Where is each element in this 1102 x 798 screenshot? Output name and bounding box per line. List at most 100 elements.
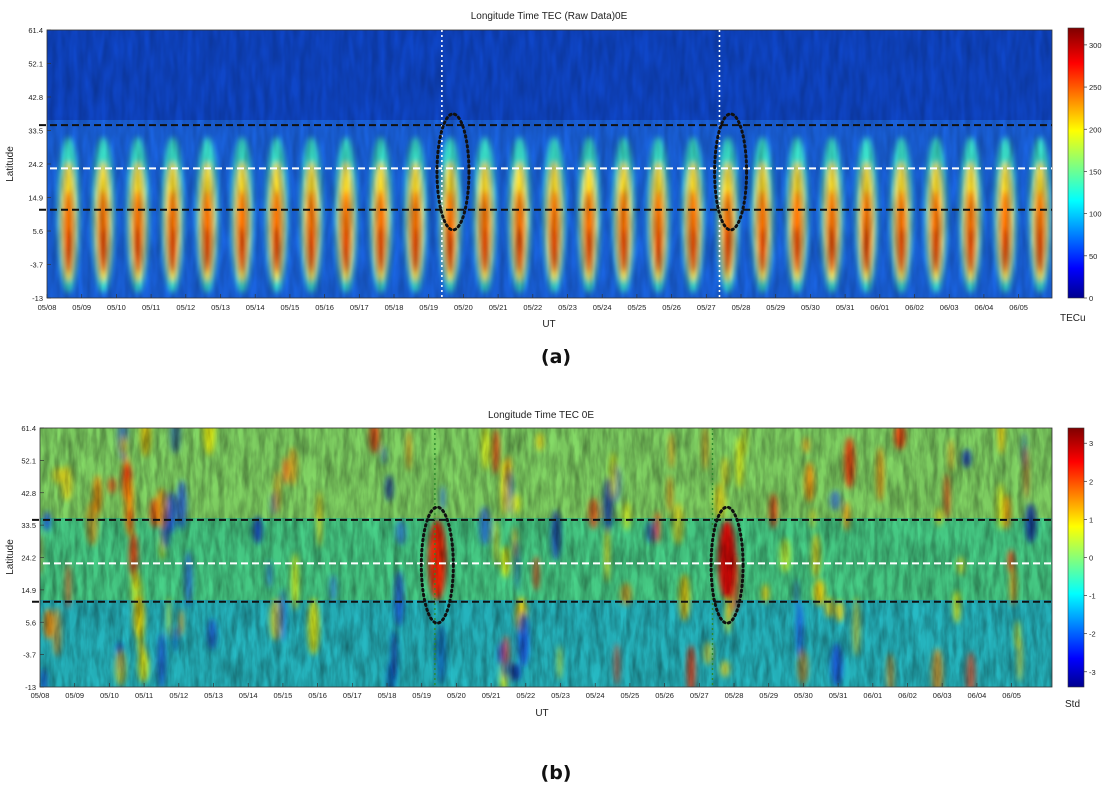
x-tick: 05/31 [829,683,848,700]
colorbar-tick-label: 3 [1089,439,1093,448]
colorbar-tick-label: 150 [1089,167,1102,176]
x-axis-ticks: 05/08 05/09 05/10 05/11 05/12 05/13 05/14 05/15… [31,683,1021,700]
x-tick-label: 05/21 [482,691,501,700]
x-tick: 05/20 [447,683,466,700]
y-tick: -13 [25,683,44,692]
y-axis-ticks: 61.4 52.1 42.8 33.5 24.2 14.9 5.6 -3.7 -13 [28,26,51,303]
chart-title: Longitude Time TEC (Raw Data)0E [471,11,628,22]
x-tick-label: 05/27 [690,691,709,700]
x-tick-label: 05/23 [551,691,570,700]
x-tick-label: 05/16 [308,691,327,700]
x-tick-label: 05/12 [176,303,195,312]
y-axis-ticks: 61.4 52.1 42.8 33.5 24.2 14.9 5.6 -3.7 -13 [21,424,44,692]
colorbar-ticks: 3 2 1 0 -1 -2 -3 [1084,439,1096,677]
x-tick-label: 06/01 [863,691,882,700]
x-tick-label: 05/12 [169,691,188,700]
x-tick-label: 05/25 [621,691,640,700]
x-tick-label: 06/03 [940,303,959,312]
anomaly-highlight-ellipse [709,505,745,625]
colorbar-tick: -2 [1084,630,1096,639]
y-tick: 24.2 [28,160,51,169]
colorbar-tick-label: 50 [1089,252,1097,261]
x-tick: 06/04 [975,294,994,312]
x-tick: 06/02 [898,683,917,700]
x-tick: 05/23 [558,294,577,312]
colorbar-tick: 300 [1084,41,1102,50]
x-tick: 05/29 [759,683,778,700]
x-tick: 05/20 [454,294,473,312]
x-tick-label: 05/31 [829,691,848,700]
x-tick: 05/11 [142,294,160,312]
x-tick-label: 05/17 [343,691,362,700]
colorbar-tick-label: -2 [1089,630,1096,639]
colorbar-tick: -1 [1084,592,1096,601]
y-tick-label: 24.2 [21,554,36,563]
x-tick-label: 05/23 [558,303,577,312]
x-tick: 05/08 [38,294,56,312]
x-tick-label: 05/30 [794,691,813,700]
panel-label: (b) [541,762,572,784]
x-tick-label: 05/27 [697,303,716,312]
x-tick: 05/26 [655,683,674,700]
overlay-lines [32,428,1052,687]
y-tick: 33.5 [28,127,51,136]
x-axis-label: UT [535,708,548,719]
y-tick-label: 52.1 [28,60,43,69]
x-tick-label: 06/02 [898,691,917,700]
x-tick-label: 05/24 [586,691,605,700]
x-tick-label: 05/16 [315,303,334,312]
colorbar-tick-label: -3 [1089,668,1096,677]
y-tick-label: 61.4 [28,26,43,35]
y-tick-label: -3.7 [23,651,36,660]
anomaly-highlight-ellipse [713,112,749,232]
anomaly-highlight-ellipse [419,505,455,625]
y-tick: 61.4 [28,26,51,35]
y-tick: 14.9 [21,586,44,595]
x-tick-label: 05/26 [662,303,681,312]
y-tick-label: 33.5 [21,521,36,530]
x-tick: 05/24 [593,294,612,312]
x-tick-label: 05/17 [350,303,369,312]
x-tick: 05/10 [100,683,119,700]
colorbar-tick-label: 250 [1089,83,1102,92]
y-tick: -13 [32,294,51,303]
colorbar-tick: 0 [1084,294,1093,303]
x-tick: 05/19 [412,683,431,700]
colorbar-tick: 3 [1084,439,1093,448]
x-tick-label: 05/10 [107,303,126,312]
x-tick: 05/08 [31,683,49,700]
x-tick-label: 05/09 [72,303,91,312]
colorbar: 0 50 100 150 200 250 300 TECu [1060,27,1102,324]
x-tick: 06/03 [933,683,952,700]
y-tick-label: 24.2 [28,160,43,169]
y-tick-label: 14.9 [21,586,36,595]
colorbar-tick: 1 [1084,515,1093,524]
x-tick: 05/26 [662,294,681,312]
x-tick-label: 06/04 [968,691,987,700]
y-tick-label: -13 [32,294,43,303]
x-tick: 05/29 [766,294,785,312]
y-tick: 5.6 [33,227,51,236]
x-tick: 05/15 [281,294,299,312]
colorbar-tick-label: 1 [1089,515,1093,524]
x-tick: 06/01 [870,294,889,312]
colorbar-gradient [1067,427,1085,688]
x-tick: 06/02 [905,294,924,312]
colorbar-tick-label: 300 [1089,41,1102,50]
x-tick: 05/12 [169,683,188,700]
x-tick: 05/31 [836,294,854,312]
y-tick-label: 5.6 [33,227,43,236]
x-tick-label: 05/15 [274,691,293,700]
x-tick-label: 06/03 [933,691,952,700]
x-tick-label: 06/04 [975,303,994,312]
x-tick-label: 06/05 [1002,691,1021,700]
x-tick: 05/11 [135,683,153,700]
y-tick-label: -13 [25,683,36,692]
colorbar-tick: -3 [1084,668,1096,677]
colorbar-tick: 50 [1084,252,1097,261]
x-tick-label: 05/19 [419,303,438,312]
colorbar-tick: 250 [1084,83,1102,92]
anomaly-highlight-ellipse [435,112,471,232]
x-tick-label: 05/09 [65,691,84,700]
